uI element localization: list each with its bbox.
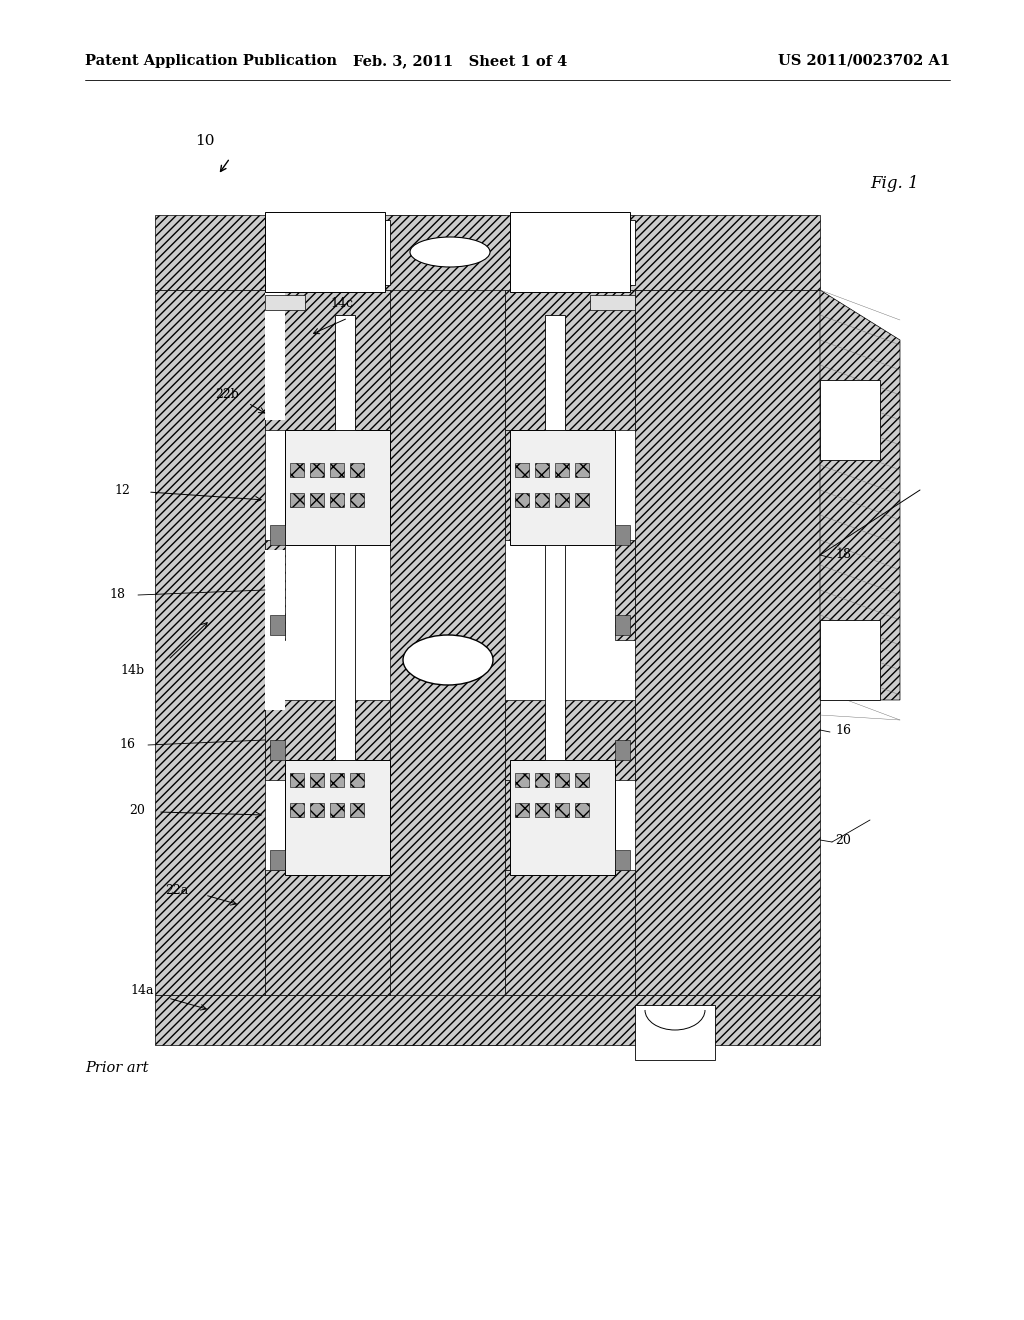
- Polygon shape: [285, 780, 390, 870]
- Text: 18: 18: [835, 549, 851, 561]
- Polygon shape: [505, 780, 615, 870]
- Text: 14a: 14a: [130, 983, 154, 997]
- Bar: [820, 380, 880, 459]
- Text: 18: 18: [109, 589, 125, 602]
- Text: 14b: 14b: [120, 664, 144, 676]
- Text: Prior art: Prior art: [85, 1061, 148, 1074]
- Bar: [330, 492, 344, 507]
- Bar: [310, 803, 324, 817]
- Polygon shape: [265, 540, 285, 640]
- Bar: [350, 463, 364, 477]
- Bar: [335, 315, 355, 430]
- Bar: [265, 220, 390, 285]
- Bar: [270, 615, 285, 635]
- Bar: [555, 774, 569, 787]
- Text: 14c: 14c: [330, 297, 353, 310]
- Text: Feb. 3, 2011   Sheet 1 of 4: Feb. 3, 2011 Sheet 1 of 4: [353, 54, 567, 69]
- Bar: [575, 803, 589, 817]
- Polygon shape: [155, 995, 820, 1045]
- Text: 20: 20: [129, 804, 145, 817]
- Bar: [820, 620, 880, 700]
- Polygon shape: [285, 430, 390, 540]
- Text: 22a: 22a: [165, 883, 188, 896]
- Bar: [535, 803, 549, 817]
- Bar: [515, 774, 529, 787]
- Bar: [285, 430, 390, 545]
- Text: 22b: 22b: [215, 388, 239, 401]
- Polygon shape: [505, 290, 635, 430]
- Bar: [535, 774, 549, 787]
- Bar: [290, 774, 304, 787]
- Ellipse shape: [410, 238, 490, 267]
- Bar: [310, 774, 324, 787]
- Bar: [515, 492, 529, 507]
- Bar: [555, 803, 569, 817]
- Bar: [350, 492, 364, 507]
- Polygon shape: [155, 215, 820, 290]
- Bar: [545, 545, 565, 760]
- Text: Patent Application Publication: Patent Application Publication: [85, 54, 337, 69]
- Bar: [515, 803, 529, 817]
- Bar: [290, 492, 304, 507]
- Bar: [330, 774, 344, 787]
- Bar: [555, 463, 569, 477]
- Bar: [635, 1005, 715, 1060]
- Bar: [510, 213, 630, 292]
- Bar: [265, 213, 385, 292]
- Text: 10: 10: [195, 135, 214, 148]
- Polygon shape: [505, 870, 635, 995]
- Polygon shape: [590, 294, 635, 310]
- Text: 20: 20: [835, 833, 851, 846]
- Polygon shape: [265, 290, 390, 430]
- Polygon shape: [505, 430, 615, 540]
- Text: 16: 16: [119, 738, 135, 751]
- Bar: [575, 492, 589, 507]
- Bar: [615, 525, 630, 545]
- Bar: [615, 615, 630, 635]
- Bar: [285, 760, 390, 875]
- Bar: [510, 220, 635, 285]
- Polygon shape: [265, 294, 305, 310]
- Text: US 2011/0023702 A1: US 2011/0023702 A1: [778, 54, 950, 69]
- Text: Fig. 1: Fig. 1: [870, 176, 919, 191]
- Bar: [290, 803, 304, 817]
- Polygon shape: [265, 700, 390, 780]
- Ellipse shape: [403, 635, 493, 685]
- Bar: [535, 463, 549, 477]
- Bar: [330, 803, 344, 817]
- Bar: [270, 850, 285, 870]
- Bar: [290, 463, 304, 477]
- Text: 12: 12: [114, 483, 130, 496]
- Polygon shape: [615, 540, 635, 640]
- Bar: [575, 774, 589, 787]
- Polygon shape: [390, 215, 505, 1045]
- Bar: [545, 315, 565, 430]
- Bar: [535, 492, 549, 507]
- Bar: [615, 850, 630, 870]
- Bar: [575, 463, 589, 477]
- Bar: [265, 280, 285, 420]
- Polygon shape: [635, 290, 820, 995]
- Bar: [510, 430, 615, 545]
- Bar: [335, 545, 355, 760]
- Bar: [310, 492, 324, 507]
- Polygon shape: [265, 870, 390, 995]
- Bar: [510, 760, 615, 875]
- Text: 16: 16: [835, 723, 851, 737]
- Bar: [515, 463, 529, 477]
- Bar: [270, 525, 285, 545]
- Bar: [310, 463, 324, 477]
- Bar: [350, 774, 364, 787]
- Bar: [615, 741, 630, 760]
- Bar: [330, 463, 344, 477]
- Bar: [265, 550, 285, 710]
- Bar: [555, 492, 569, 507]
- Bar: [270, 741, 285, 760]
- Bar: [350, 803, 364, 817]
- Polygon shape: [820, 290, 900, 700]
- Polygon shape: [505, 700, 635, 780]
- Polygon shape: [155, 290, 265, 995]
